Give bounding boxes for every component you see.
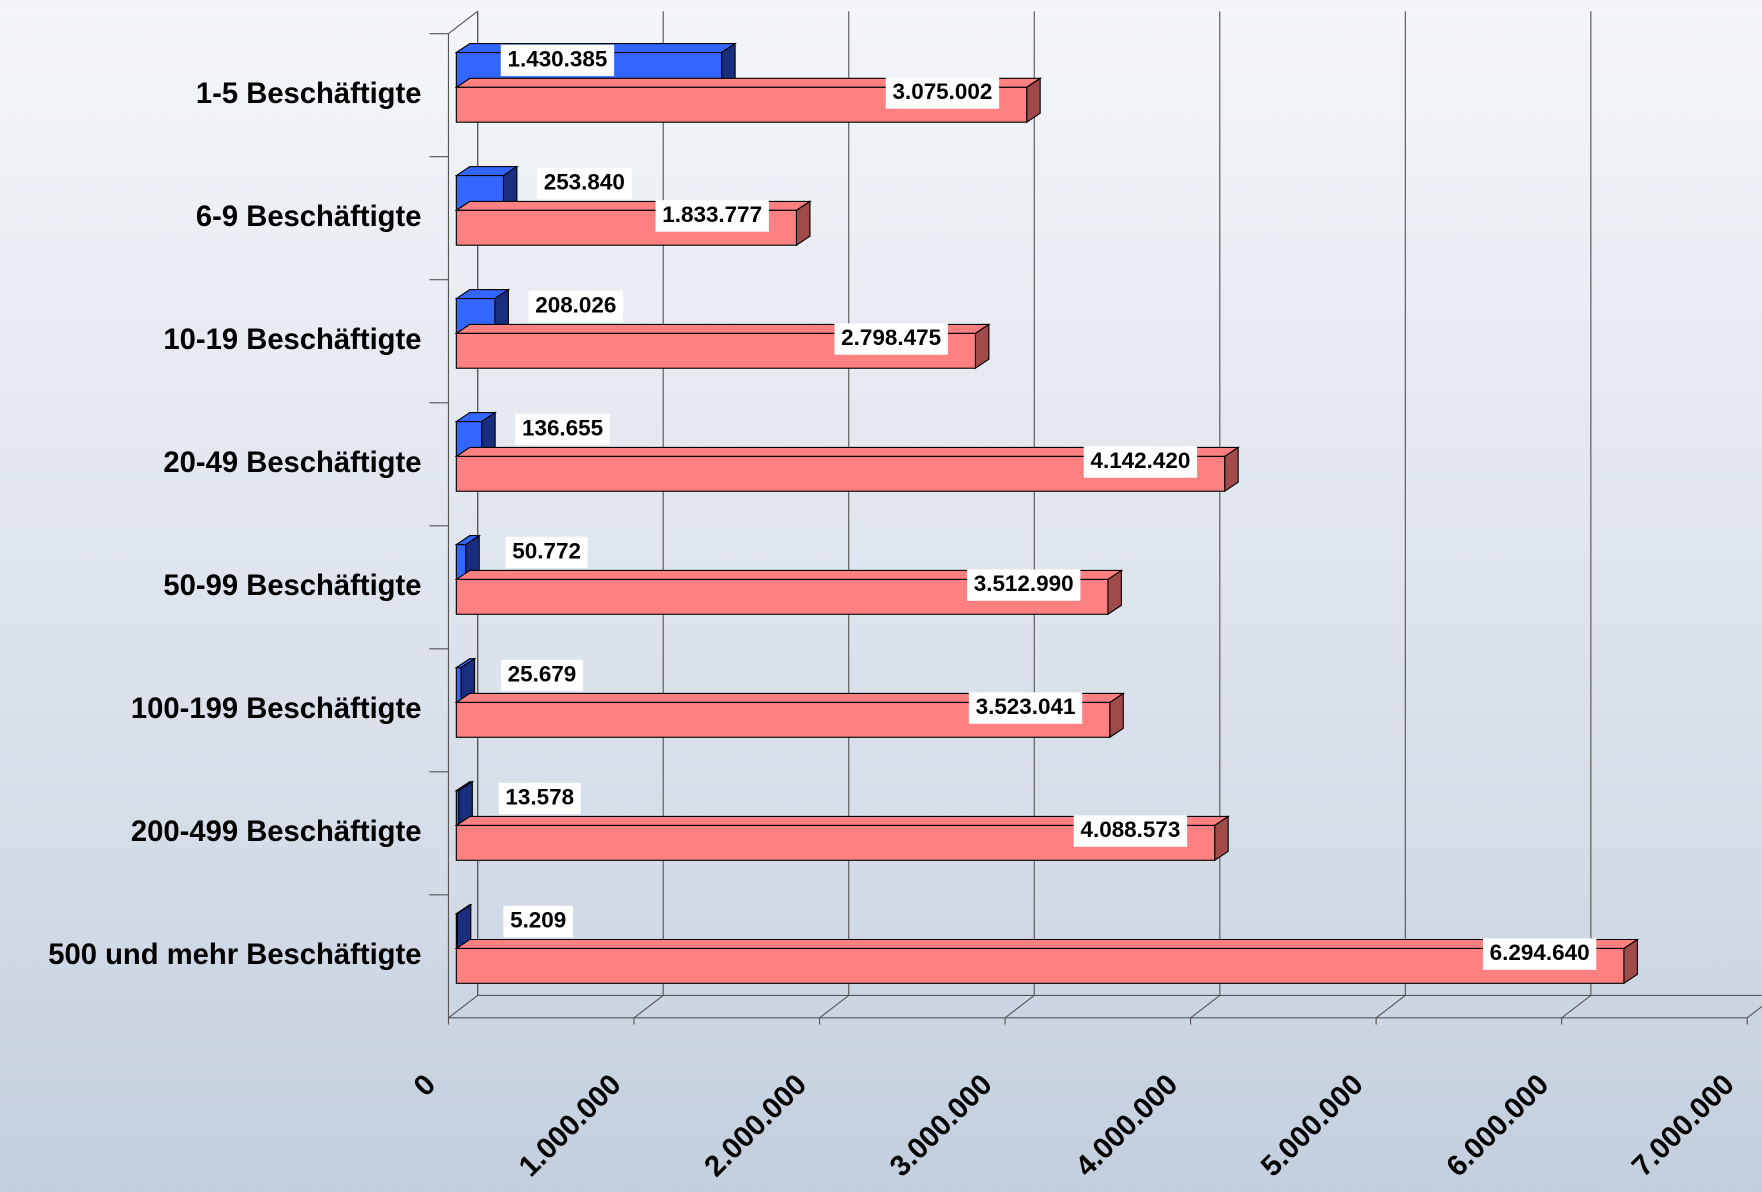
data-label: 1.833.777 <box>662 202 762 227</box>
data-label-bg <box>500 659 584 692</box>
bar-front <box>455 790 460 827</box>
data-label: 3.075.002 <box>892 79 992 104</box>
data-label: 13.578 <box>505 784 574 809</box>
x-tick-label: 2.000.000 <box>699 1069 813 1183</box>
data-label: 136.655 <box>522 415 603 440</box>
floor-tick <box>633 994 664 1019</box>
data-label-bg <box>1083 446 1198 478</box>
floor-tick <box>1190 994 1221 1019</box>
axis-wall <box>448 10 479 35</box>
y-tick-label: 1-5 Beschäftigte <box>196 78 422 110</box>
y-tick-label: 100-199 Beschäftigte <box>131 693 422 725</box>
data-label: 253.840 <box>544 169 625 194</box>
bar <box>454 903 473 950</box>
floor-tick <box>819 994 850 1019</box>
data-label-bg <box>536 167 632 200</box>
data-label-bg <box>505 536 588 569</box>
bar <box>454 938 1640 985</box>
x-tick-label: 7.000.000 <box>1626 1069 1740 1183</box>
data-label: 6.294.640 <box>1490 940 1590 965</box>
floor-tick <box>1004 994 1035 1019</box>
data-label-bg <box>885 77 1000 109</box>
data-label-bg <box>515 413 610 446</box>
data-label-bg <box>834 323 948 355</box>
data-label: 5.209 <box>510 907 566 932</box>
data-label-bg <box>966 569 1081 601</box>
data-label-bg <box>503 905 574 938</box>
data-label: 1.430.385 <box>507 46 607 71</box>
x-tick-label: 3.000.000 <box>884 1069 998 1183</box>
bar-front <box>455 947 1625 984</box>
bar <box>454 780 475 827</box>
bar <box>454 534 482 581</box>
data-label: 4.142.420 <box>1090 448 1190 473</box>
x-tick-label: 4.000.000 <box>1070 1069 1184 1183</box>
data-label-bg <box>498 782 581 815</box>
y-tick-label: 10-19 Beschäftigte <box>163 324 421 356</box>
data-label-bg <box>655 200 769 232</box>
data-label-bg <box>968 692 1083 724</box>
x-tick-label: 1.000.000 <box>513 1069 627 1183</box>
bar <box>454 657 477 704</box>
data-label: 4.088.573 <box>1080 817 1180 842</box>
data-label: 50.772 <box>512 538 581 563</box>
x-tick-label: 6.000.000 <box>1441 1069 1555 1183</box>
bar-front <box>455 667 462 704</box>
y-tick-label: 6-9 Beschäftigte <box>196 201 422 233</box>
data-label-bg <box>500 44 615 77</box>
x-tick-label: 0 <box>408 1069 442 1103</box>
y-tick-label: 20-49 Beschäftigte <box>163 447 421 479</box>
data-label: 3.523.041 <box>976 694 1076 719</box>
floor-tick <box>1561 994 1592 1019</box>
y-tick-label: 200-499 Beschäftigte <box>131 816 422 848</box>
floor-tick <box>1746 1005 1762 1019</box>
bar-front <box>455 913 458 950</box>
bar-top <box>454 938 1640 950</box>
x-tick-label: 5.000.000 <box>1255 1069 1369 1183</box>
y-tick-label: 50-99 Beschäftigte <box>163 570 421 602</box>
data-label: 25.679 <box>508 661 577 686</box>
data-label-bg <box>528 290 624 323</box>
y-tick-label: 500 und mehr Beschäftigte <box>48 939 421 971</box>
data-label-bg <box>1073 815 1188 847</box>
data-label-bg <box>1482 938 1597 970</box>
data-label: 208.026 <box>535 292 616 317</box>
floor-tick <box>1375 994 1406 1019</box>
data-label: 3.512.990 <box>974 571 1074 596</box>
data-label: 2.798.475 <box>841 325 941 350</box>
floor-tick <box>448 994 479 1019</box>
